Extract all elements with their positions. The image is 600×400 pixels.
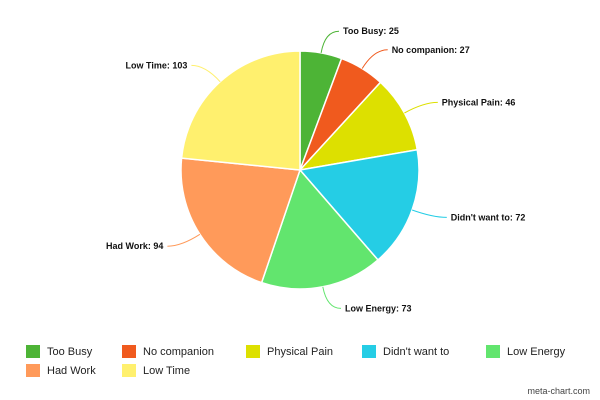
legend-item: Didn't want to — [362, 345, 486, 358]
chart-legend: Too Busy No companion Physical Pain Didn't … — [26, 345, 586, 377]
pie-slice — [298, 148, 420, 261]
leader-line — [320, 30, 340, 53]
pie-slice — [260, 168, 379, 290]
legend-label: Low Energy — [507, 345, 566, 358]
legend-swatch — [362, 345, 376, 358]
pie-slice — [180, 50, 301, 171]
legend-item: No companion — [122, 345, 246, 358]
legend-item: Too Busy — [26, 345, 122, 358]
legend-swatch — [122, 364, 136, 377]
slice-label: No companion: 27 — [392, 45, 470, 55]
legend-swatch — [486, 345, 500, 358]
leader-line — [191, 64, 221, 83]
legend-swatch — [26, 345, 40, 358]
leader-line — [167, 233, 201, 247]
legend-label: Low Time — [143, 364, 191, 377]
leader-line — [404, 101, 438, 114]
slice-label: Physical Pain: 46 — [442, 97, 516, 107]
legend-item: Physical Pain — [246, 345, 362, 358]
legend-swatch — [26, 364, 40, 377]
legend-label: No companion — [143, 345, 214, 358]
legend-item: Low Energy — [486, 345, 586, 358]
watermark: meta-chart.com — [527, 386, 590, 396]
slice-label: Low Energy: 73 — [345, 303, 412, 313]
legend-swatch — [246, 345, 260, 358]
legend-label: Had Work — [47, 364, 96, 377]
pie-slice — [297, 81, 419, 172]
leader-line — [322, 286, 342, 309]
slice-label: Had Work: 94 — [106, 241, 163, 251]
legend-item: Had Work — [26, 364, 122, 377]
legend-item: Low Time — [122, 364, 246, 377]
legend-label: Didn't want to — [383, 345, 450, 358]
slice-label: Low Time: 103 — [126, 60, 188, 70]
leader-line — [411, 209, 447, 218]
legend-label: Physical Pain — [267, 345, 334, 358]
legend-label: Too Busy — [47, 345, 93, 358]
slice-label: Too Busy: 25 — [343, 26, 399, 36]
leader-line — [361, 49, 388, 69]
slice-label: Didn't want to: 72 — [451, 212, 526, 222]
legend-swatch — [122, 345, 136, 358]
